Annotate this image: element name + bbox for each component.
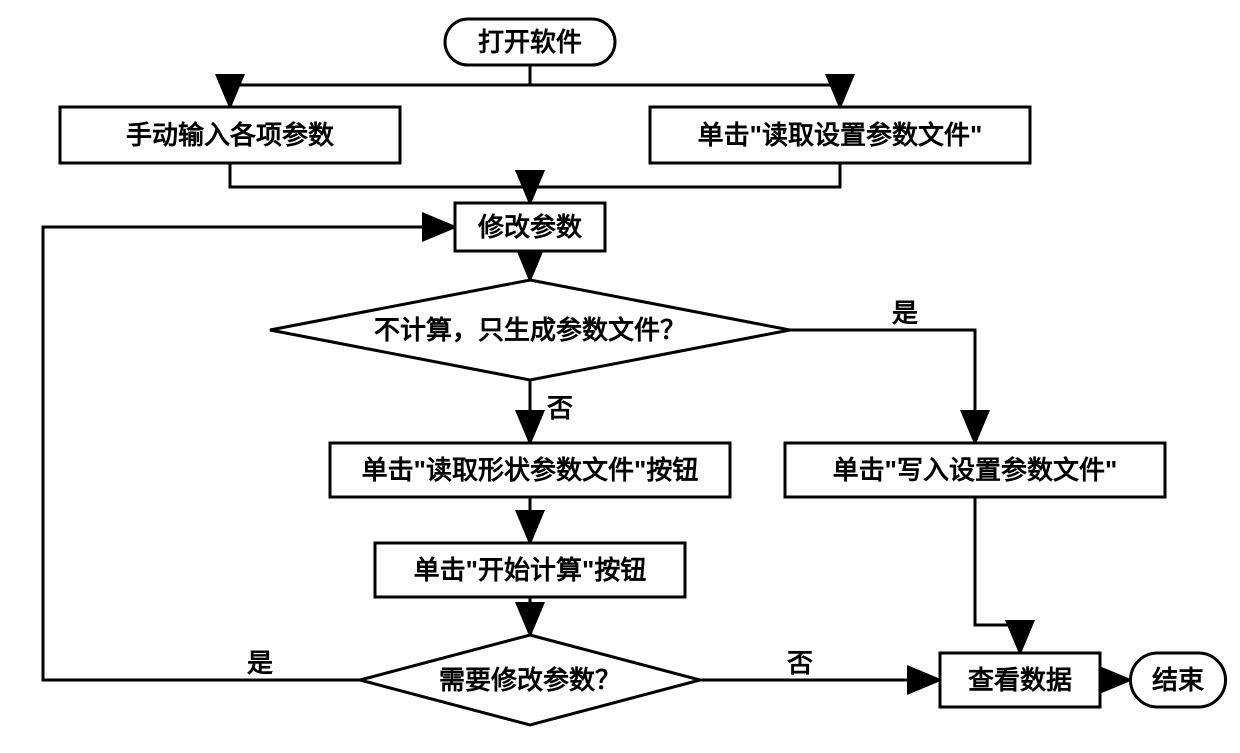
node-label-start: 打开软件 [478,27,582,57]
node-dec_modify: 需要修改参数？ [360,635,700,725]
node-modify_param: 修改参数 [455,203,605,251]
edge-5 [790,330,975,443]
node-label-modify_param: 修改参数 [477,212,583,242]
node-read_param: 单击"读取设置参数文件" [650,107,1030,163]
edge-label-5: 是 [892,298,918,328]
node-start_calc: 单击"开始计算"按钮 [375,543,685,597]
edge-1 [530,65,840,107]
edge-3 [530,163,840,203]
node-label-dec_generate: 不计算，只生成参数文件？ [374,315,686,345]
node-view_data: 查看数据 [940,653,1100,707]
edge-0 [230,65,530,107]
node-write_param: 单击"写入设置参数文件" [785,443,1165,497]
node-end: 结束 [1131,653,1226,707]
edge-2 [230,163,530,203]
edge-label-11: 否 [787,648,813,678]
node-start: 打开软件 [445,19,615,65]
node-label-write_param: 单击"写入设置参数文件" [833,455,1118,485]
edge-label-10: 是 [247,648,273,678]
node-manual_input: 手动输入各项参数 [60,107,400,163]
node-dec_generate: 不计算，只生成参数文件？ [270,280,790,380]
node-label-end: 结束 [1152,665,1205,695]
flowchart-canvas: 打开软件手动输入各项参数 单击"读取设置参数文件" 修改参数不计算，只生成参数文件？… [0,0,1240,753]
edge-label-6: 否 [547,393,573,423]
node-read_shape: 单击"读取形状参数文件"按钮 [330,443,730,497]
node-label-dec_modify: 需要修改参数？ [439,665,621,695]
node-label-manual_input: 手动输入各项参数 [126,120,335,150]
edge-9 [975,497,1020,653]
node-label-read_param: 单击"读取设置参数文件" [698,120,983,150]
node-label-read_shape: 单击"读取形状参数文件"按钮 [362,455,699,485]
node-label-start_calc: 单击"开始计算"按钮 [414,555,647,585]
node-label-view_data: 查看数据 [968,665,1072,695]
